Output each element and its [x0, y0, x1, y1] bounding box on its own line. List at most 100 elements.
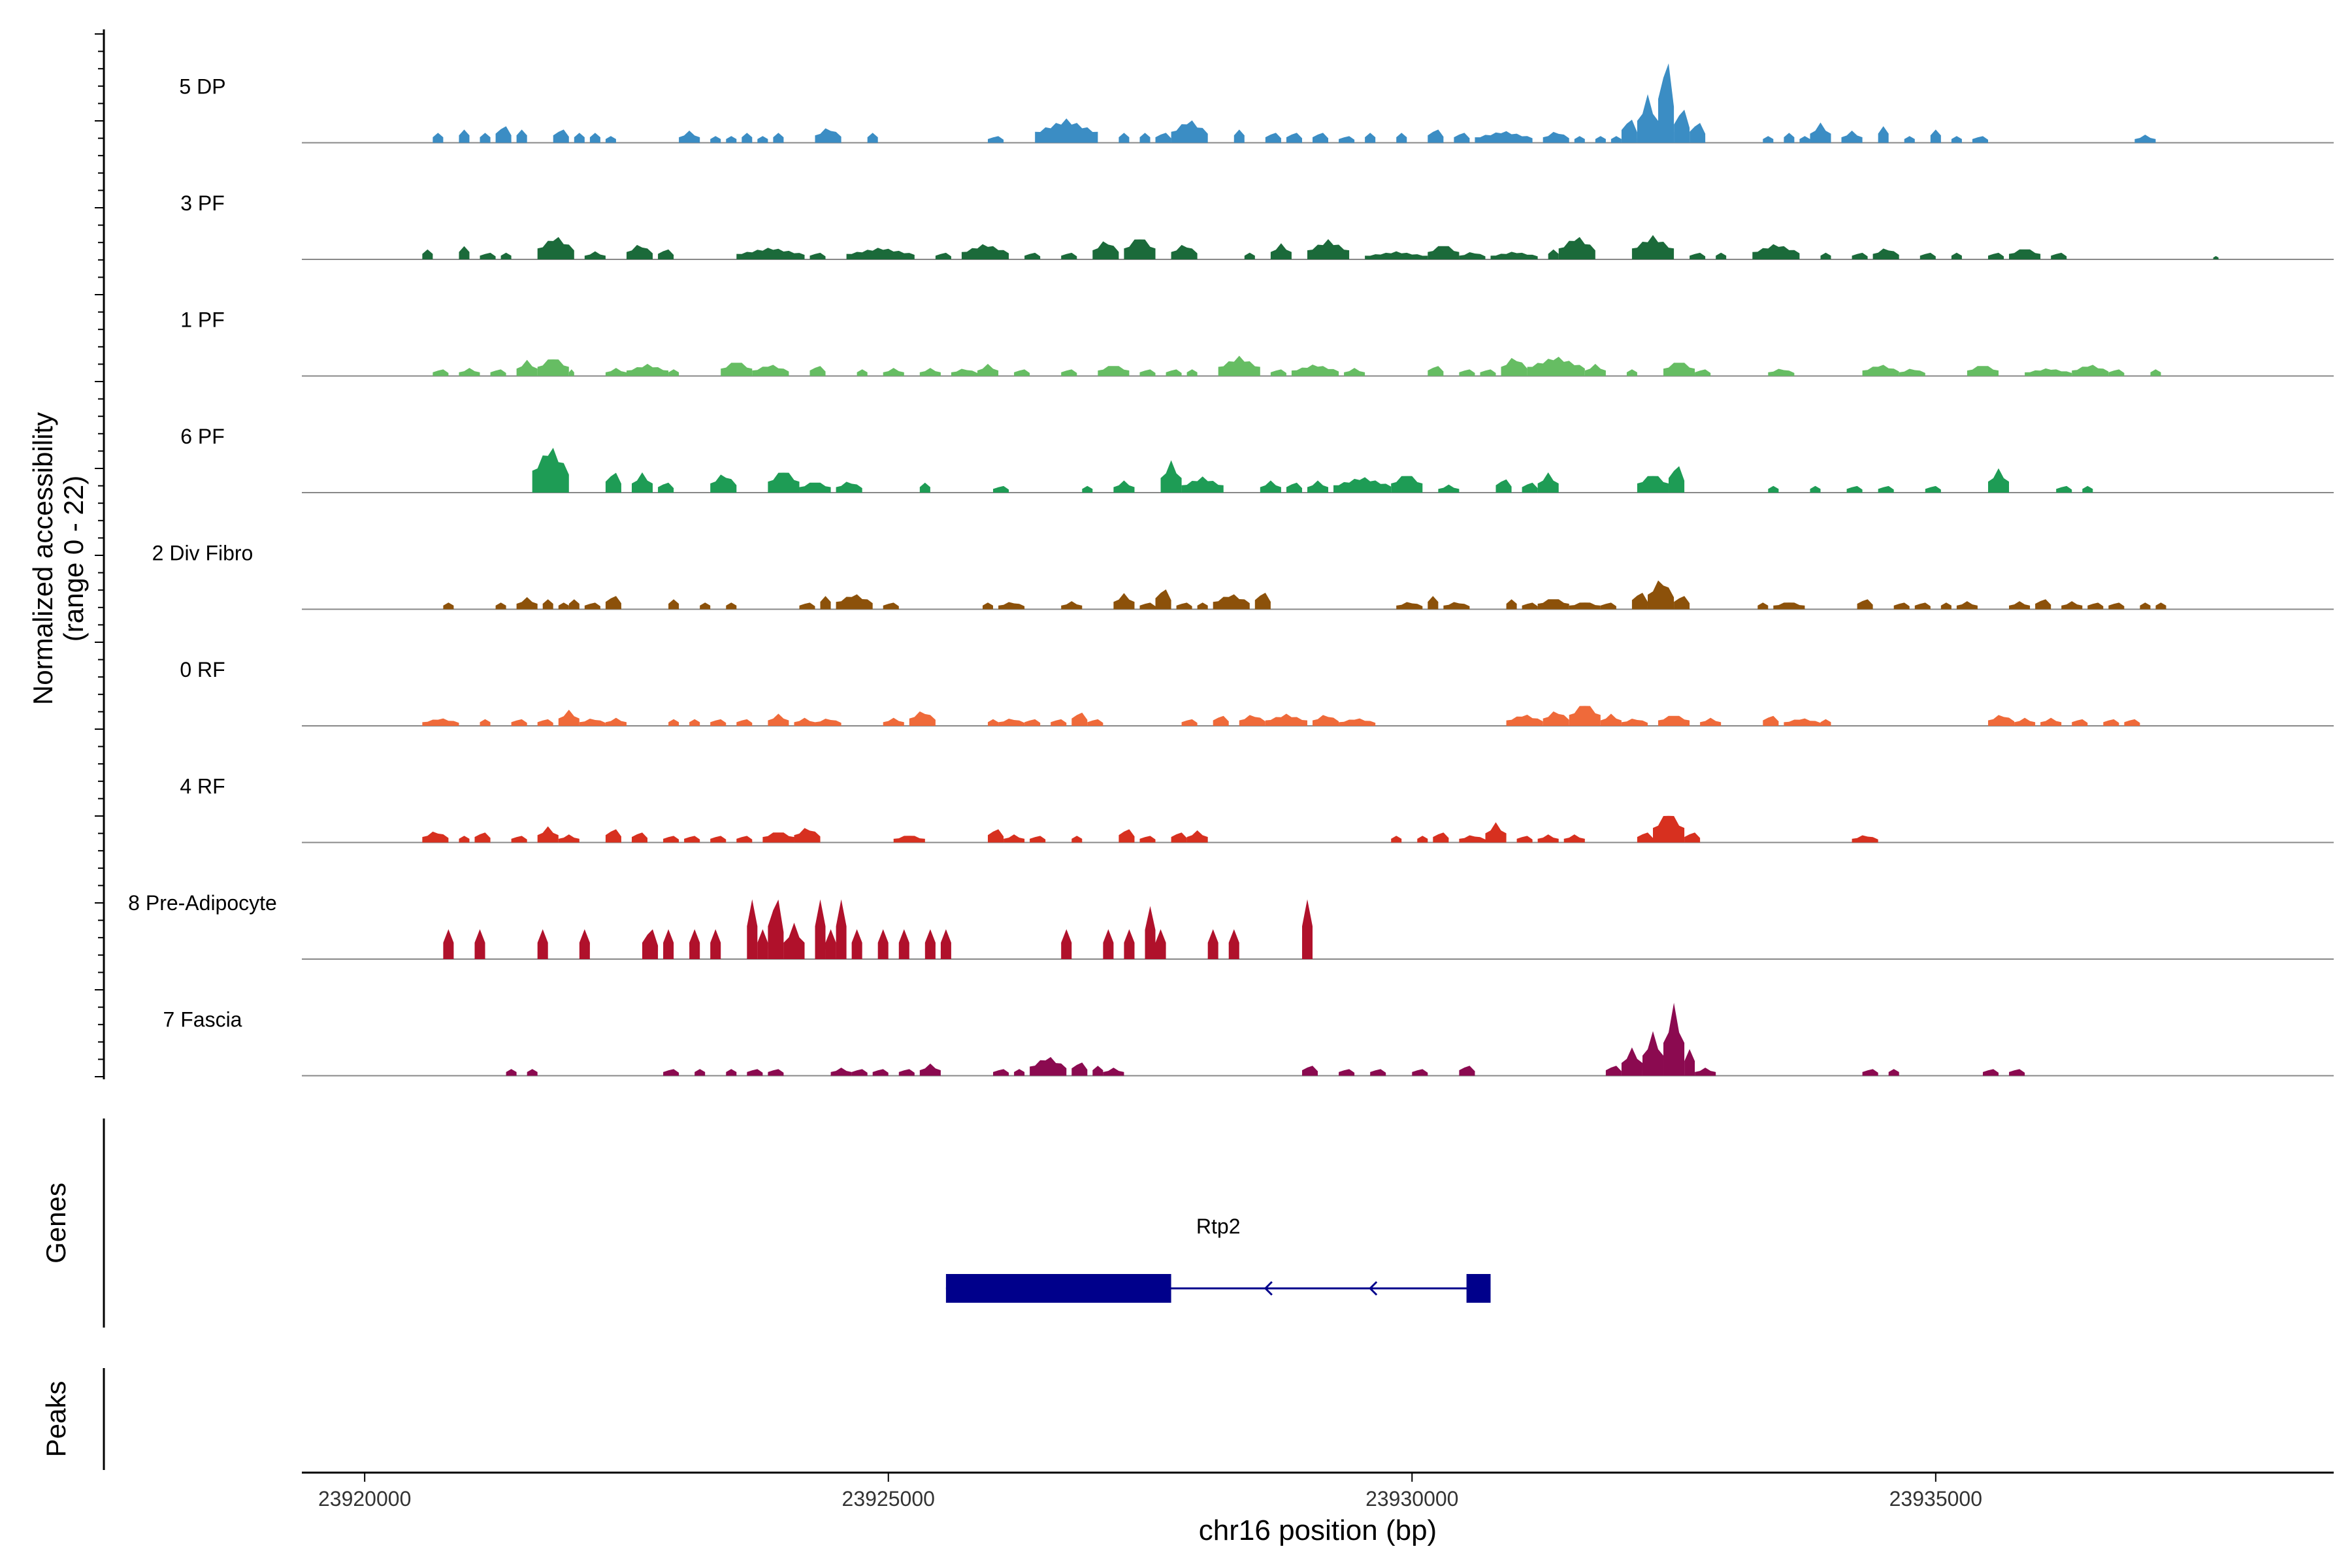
coverage-peak [459, 368, 480, 376]
coverage-peak [742, 133, 753, 143]
coverage-peak [977, 363, 999, 376]
coverage-peak [1071, 836, 1083, 843]
coverage-peak [2072, 719, 2088, 726]
coverage-peak [825, 929, 836, 959]
coverage-peak [1186, 369, 1198, 376]
coverage-peak [799, 482, 831, 493]
coverage-peak [1857, 599, 1873, 610]
coverage-peak [1265, 713, 1307, 726]
coverage-peak [422, 249, 433, 259]
coverage-peak [1888, 1069, 1899, 1076]
coverage-peak [1647, 580, 1674, 610]
coverage-peak [768, 472, 800, 493]
coverage-peak [684, 836, 700, 843]
coverage-peak [1558, 237, 1595, 259]
track-label: 5 DP [179, 75, 225, 99]
coverage-peak [1569, 706, 1601, 726]
coverage-peak [1987, 715, 2015, 726]
coverage-peak [2150, 369, 2161, 376]
coverage-peak [1061, 929, 1072, 959]
coverage-peak [1752, 244, 1800, 259]
coverage-peak [1014, 369, 1030, 376]
coverage-peak [1506, 714, 1543, 726]
coverage-track-panel: 5 DP 3 PF 1 PF 6 PF 2 Div Fibro 0 RF 4 RF 8 Pre… [128, 63, 2334, 1077]
y-axis-title-line1: Normalized accessibility [27, 412, 58, 705]
coverage-peak [495, 602, 506, 610]
coverage-peak [1495, 479, 1512, 493]
coverage-peak [1171, 832, 1187, 843]
coverage-peak [1543, 131, 1569, 143]
coverage-peak [1370, 1069, 1386, 1076]
coverage-peak [2108, 369, 2125, 376]
coverage-peak [1763, 715, 1779, 726]
coverage-peak [511, 719, 527, 726]
gene-panel: Genes Rtp2 [41, 1119, 1491, 1328]
coverage-peak [1690, 123, 1706, 143]
coverage-peak [1784, 133, 1795, 143]
coverage-peak [924, 929, 936, 959]
coverage-peak [1051, 719, 1067, 726]
coverage-peak [605, 472, 621, 493]
coverage-peak [1862, 1069, 1878, 1076]
coverage-peak [679, 130, 700, 143]
coverage-peak [443, 929, 454, 959]
coverage-peak [736, 248, 805, 259]
coverage-peak [1569, 602, 1601, 610]
coverage-peak [1852, 252, 1868, 259]
coverage-peak [1339, 718, 1376, 726]
coverage-peak [480, 133, 491, 143]
coverage-peak [1454, 133, 1470, 143]
coverage-peak [1412, 1069, 1428, 1076]
coverage-peak [815, 128, 841, 143]
coverage-peak [893, 836, 925, 843]
coverage-peak [1286, 482, 1302, 493]
coverage-peak [857, 369, 868, 376]
coverage-peak [1113, 480, 1135, 493]
coverage-peak [605, 717, 627, 726]
coverage-peak [768, 899, 784, 959]
coverage-peak [1846, 485, 1863, 493]
coverage-peak [1631, 593, 1648, 610]
coverage-peak [668, 599, 679, 610]
coverage-peak [2035, 599, 2051, 610]
coverage-peak [747, 899, 758, 959]
track-2-div-fibro: 2 Div Fibro [152, 542, 2334, 610]
coverage-peak [2213, 255, 2219, 259]
coverage-peak [584, 602, 600, 610]
coverage-peak [1092, 241, 1119, 259]
coverage-peak [537, 359, 569, 376]
x-axis-tick-label: 23920000 [318, 1487, 411, 1511]
coverage-peak [668, 369, 679, 376]
coverage-peak [495, 126, 512, 143]
coverage-peak [1768, 485, 1779, 493]
coverage-peak [1428, 366, 1444, 376]
coverage-peak [584, 251, 606, 259]
track-label: 7 Fascia [163, 1008, 242, 1032]
coverage-peak [443, 602, 454, 610]
coverage-peak [1139, 602, 1156, 610]
coverage-peak [1254, 593, 1271, 610]
coverage-peak [1433, 832, 1449, 843]
peaks-panel: Peaks [41, 1368, 105, 1470]
coverage-peak [2082, 485, 2093, 493]
gene-name-label: Rtp2 [1196, 1215, 1241, 1238]
coverage-peak [1972, 136, 1988, 143]
coverage-peak [1071, 712, 1088, 726]
coverage-peak [433, 133, 444, 143]
coverage-peak [1155, 133, 1171, 143]
genes-panel-label: Genes [41, 1183, 71, 1264]
coverage-peak [1987, 468, 2010, 493]
track-8-pre-adipocyte: 8 Pre-Adipocyte [128, 891, 2334, 960]
coverage-peak [2103, 719, 2119, 726]
coverage-peak [794, 828, 821, 843]
coverage-peak [1307, 239, 1350, 259]
coverage-peak [883, 602, 899, 610]
coverage-peak [1171, 120, 1208, 143]
coverage-peak [537, 719, 553, 726]
coverage-peak [480, 252, 496, 259]
coverage-peak [1197, 602, 1208, 610]
coverage-peak [1024, 252, 1041, 259]
coverage-peak [1260, 480, 1281, 493]
coverage-peak [1396, 602, 1423, 610]
coverage-peak [1522, 482, 1538, 493]
